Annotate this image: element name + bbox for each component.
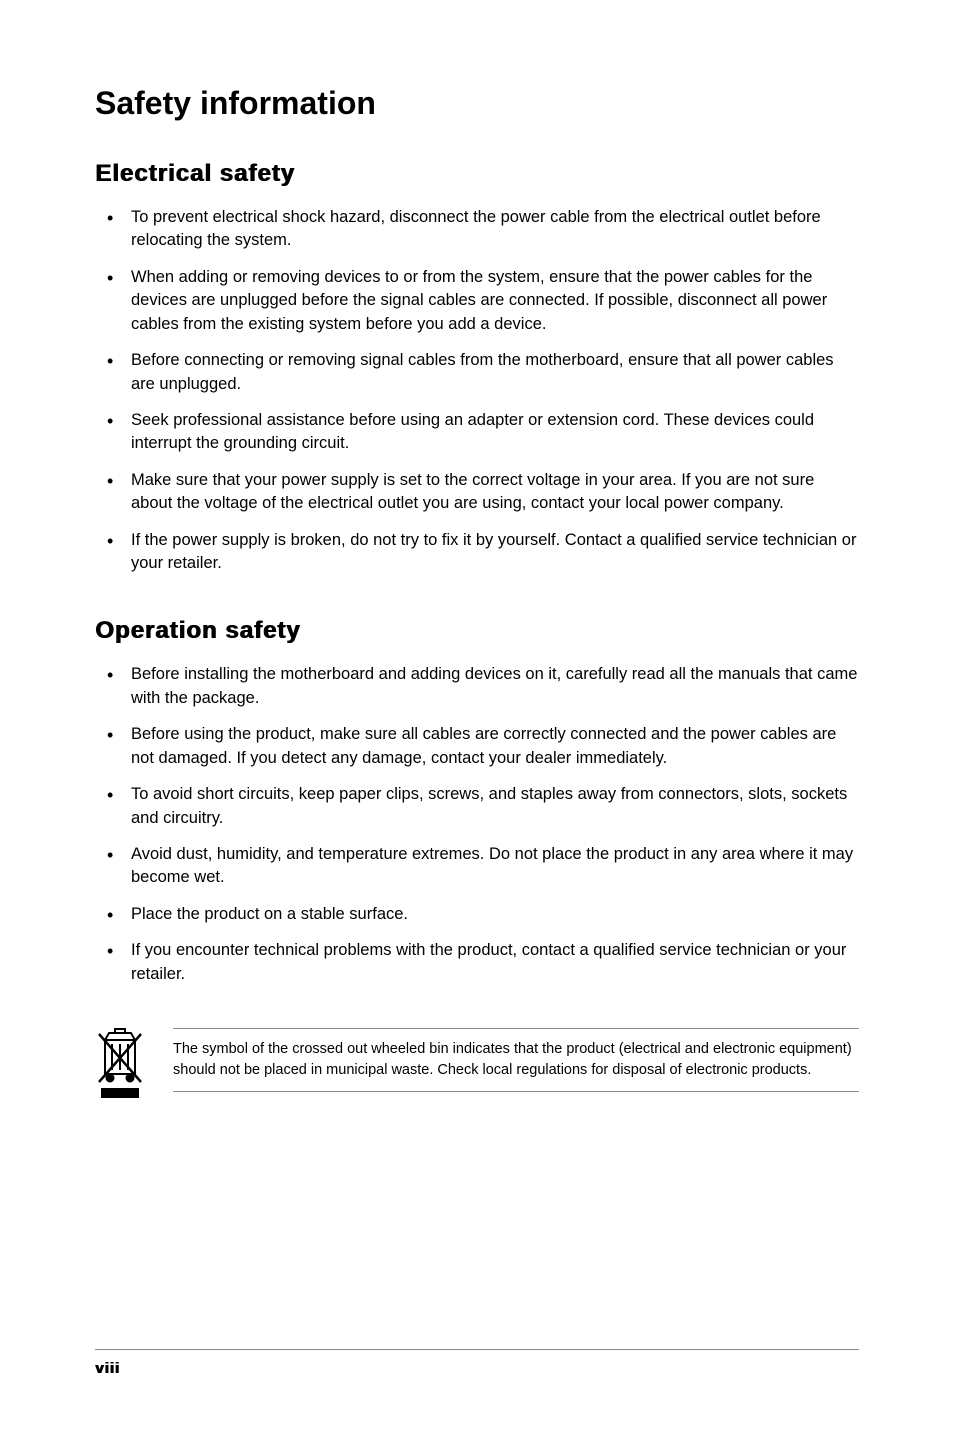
operation-safety-list: Before installing the motherboard and ad…: [95, 663, 859, 986]
list-item: To avoid short circuits, keep paper clip…: [95, 783, 859, 830]
weee-note: The symbol of the crossed out wheeled bi…: [95, 1028, 859, 1100]
list-item: If you encounter technical problems with…: [95, 939, 859, 986]
weee-bin-icon: [95, 1028, 147, 1100]
list-item: Before connecting or removing signal cab…: [95, 349, 859, 396]
list-item: To prevent electrical shock hazard, disc…: [95, 206, 859, 253]
list-item: Place the product on a stable surface.: [95, 903, 859, 926]
page-footer: viii: [95, 1349, 859, 1378]
list-item: Before using the product, make sure all …: [95, 723, 859, 770]
list-item: Avoid dust, humidity, and temperature ex…: [95, 843, 859, 890]
list-item: Make sure that your power supply is set …: [95, 469, 859, 516]
list-item: Before installing the motherboard and ad…: [95, 663, 859, 710]
page-number: viii: [95, 1360, 120, 1377]
section-heading-operation: Operation safety: [95, 617, 859, 645]
list-item: Seek professional assistance before usin…: [95, 409, 859, 456]
list-item: If the power supply is broken, do not tr…: [95, 529, 859, 576]
section-heading-electrical: Electrical safety: [95, 160, 859, 188]
page-title: Safety information: [95, 85, 859, 122]
electrical-safety-list: To prevent electrical shock hazard, disc…: [95, 206, 859, 575]
list-item: When adding or removing devices to or fr…: [95, 266, 859, 336]
note-text: The symbol of the crossed out wheeled bi…: [173, 1039, 859, 1081]
note-text-container: The symbol of the crossed out wheeled bi…: [173, 1028, 859, 1092]
